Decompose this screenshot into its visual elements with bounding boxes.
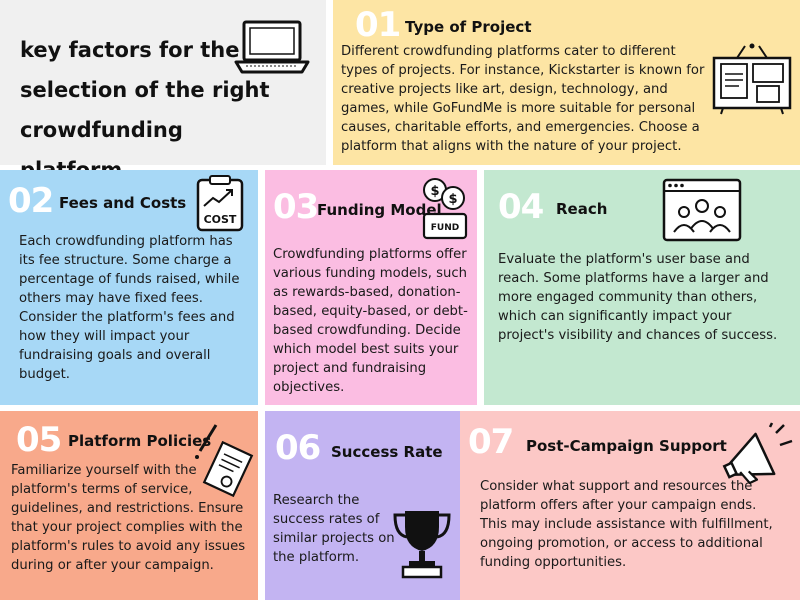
- factor-body: Evaluate the platform's user base and re…: [498, 252, 778, 343]
- svg-text:$: $: [430, 184, 439, 199]
- factor-title: Fees and Costs: [59, 194, 187, 212]
- factor-number: 01: [355, 5, 401, 45]
- factor-01-panel: 01 Type of Project Different crowdfundin…: [333, 0, 800, 165]
- factor-number: 02: [8, 181, 54, 221]
- factor-07-panel: 07 Post-Campaign Support Consider what s…: [460, 411, 800, 600]
- svg-text:$: $: [448, 192, 457, 207]
- factor-03-panel: 03 Funding Model Crowdfunding platforms …: [265, 170, 477, 405]
- laptop-icon: [234, 20, 310, 74]
- factor-title: Success Rate: [331, 443, 443, 461]
- factor-body: Different crowdfunding platforms cater t…: [341, 44, 705, 154]
- policy-document-icon: [195, 424, 254, 498]
- factor-number: 07: [468, 422, 514, 462]
- factor-number: 04: [498, 187, 544, 227]
- factor-body: Research the success rates of similar pr…: [273, 493, 395, 565]
- factor-02-panel: 02 Fees and Costs Each crowdfunding plat…: [0, 170, 258, 405]
- cost-clipboard-icon: COST: [196, 175, 244, 232]
- factor-title: Post-Campaign Support: [526, 437, 727, 455]
- header-panel: key factors for the selection of the rig…: [0, 0, 326, 182]
- factor-number: 06: [275, 428, 321, 468]
- megaphone-icon: [722, 422, 793, 485]
- bulletin-board-icon: [712, 43, 792, 115]
- factor-title: Reach: [556, 200, 608, 218]
- page-title: key factors for the selection of the rig…: [20, 38, 270, 182]
- factor-title: Platform Policies: [68, 432, 212, 450]
- cost-label: COST: [204, 213, 237, 226]
- factor-number: 05: [16, 420, 62, 460]
- factor-body: Consider what support and resources the …: [480, 479, 773, 570]
- factor-body: Familiarize yourself with the platform's…: [11, 463, 246, 573]
- factor-04-panel: 04 Reach Evaluate the platform's user ba…: [484, 170, 800, 405]
- factor-body: Crowdfunding platforms offer various fun…: [273, 247, 468, 395]
- factor-06-panel: 06 Success Rate Research the success rat…: [265, 411, 477, 600]
- factor-number: 03: [273, 187, 319, 227]
- factor-title: Type of Project: [405, 18, 532, 36]
- fund-box-icon: $ $ FUND: [422, 178, 468, 240]
- factor-body: Each crowdfunding platform has its fee s…: [19, 234, 240, 382]
- fund-label: FUND: [431, 223, 459, 233]
- factor-title: Funding Model: [317, 201, 442, 219]
- trophy-icon: [393, 511, 451, 579]
- audience-screen-icon: [662, 178, 742, 242]
- factor-05-panel: 05 Platform Policies Familiarize yoursel…: [0, 411, 258, 600]
